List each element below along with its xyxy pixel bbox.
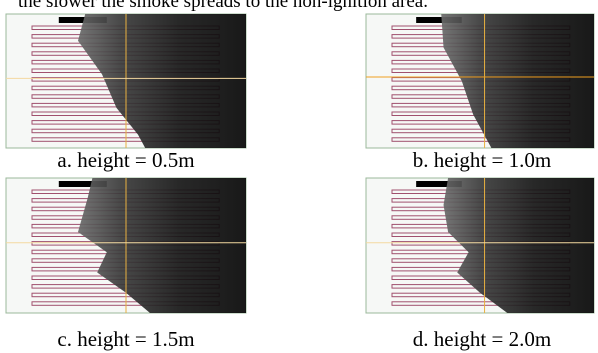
panel-image bbox=[366, 14, 594, 148]
figure-page: the slower the smoke spreads to the non-… bbox=[0, 0, 598, 353]
panel-image bbox=[6, 14, 246, 148]
caption: a. height = 0.5m bbox=[57, 148, 194, 172]
panel-image bbox=[366, 178, 594, 313]
header-text: the slower the smoke spreads to the non-… bbox=[18, 0, 428, 12]
caption: d. height = 2.0m bbox=[413, 327, 551, 351]
caption: c. height = 1.5m bbox=[57, 327, 194, 351]
panel-image bbox=[6, 178, 246, 313]
figure: the slower the smoke spreads to the non-… bbox=[0, 0, 598, 353]
caption: b. height = 1.0m bbox=[413, 148, 551, 172]
